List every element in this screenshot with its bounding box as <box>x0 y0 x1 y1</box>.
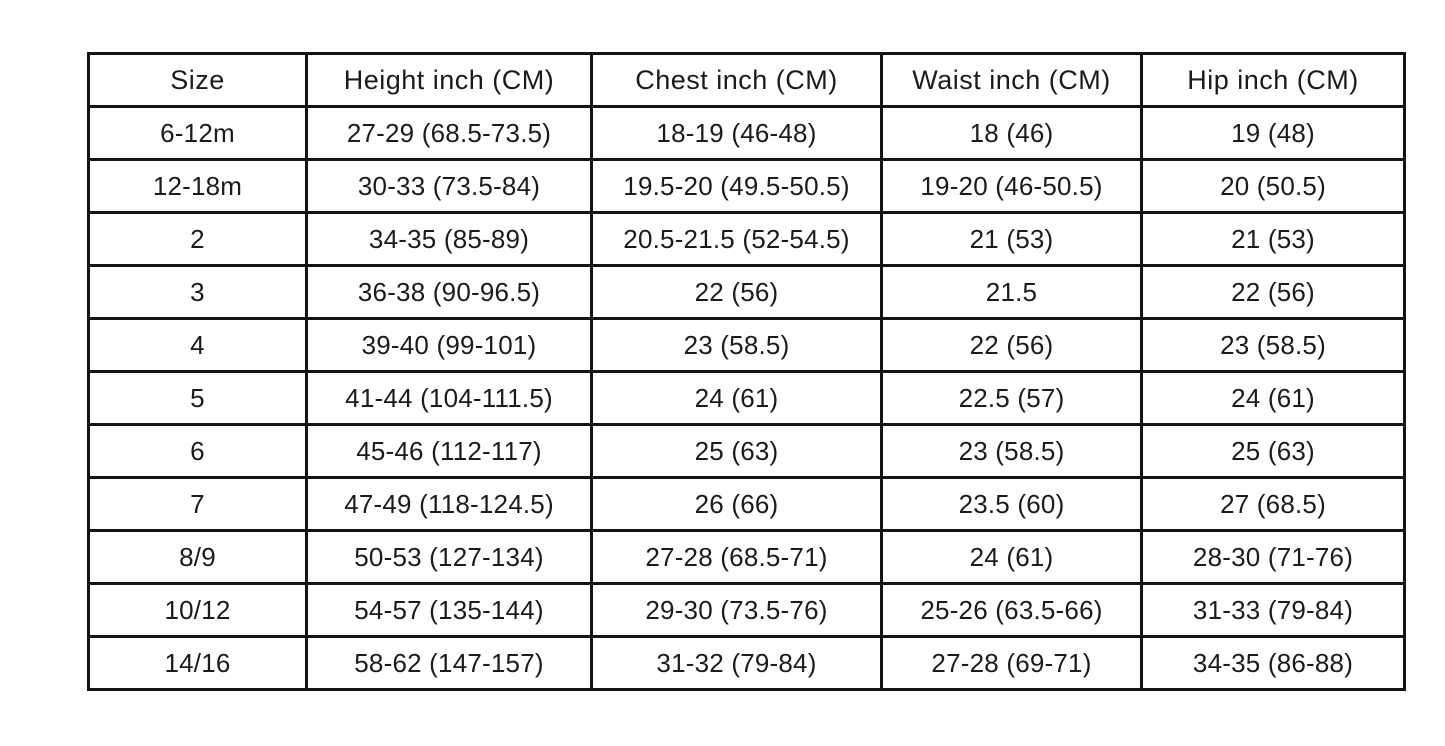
cell-chest: 29-30 (73.5-76) <box>590 582 883 638</box>
table-row: 10/12 54-57 (135-144) 29-30 (73.5-76) 25… <box>87 582 1406 638</box>
cell-waist: 27-28 (69-71) <box>880 635 1143 691</box>
cell-hip: 25 (63) <box>1140 423 1406 479</box>
cell-hip: 31-33 (79-84) <box>1140 582 1406 638</box>
cell-height: 50-53 (127-134) <box>305 529 593 585</box>
cell-size: 7 <box>87 476 308 532</box>
column-header-hip: Hip inch (CM) <box>1140 52 1406 108</box>
cell-chest: 20.5-21.5 (52-54.5) <box>590 211 883 267</box>
size-chart-table: Size Height inch (CM) Chest inch (CM) Wa… <box>87 52 1406 691</box>
cell-chest: 22 (56) <box>590 264 883 320</box>
cell-hip: 19 (48) <box>1140 105 1406 161</box>
cell-chest: 18-19 (46-48) <box>590 105 883 161</box>
cell-hip: 22 (56) <box>1140 264 1406 320</box>
cell-waist: 24 (61) <box>880 529 1143 585</box>
cell-size: 3 <box>87 264 308 320</box>
column-header-chest: Chest inch (CM) <box>590 52 883 108</box>
table-body: 6-12m 27-29 (68.5-73.5) 18-19 (46-48) 18… <box>87 105 1406 691</box>
cell-waist: 19-20 (46-50.5) <box>880 158 1143 214</box>
cell-height: 41-44 (104-111.5) <box>305 370 593 426</box>
cell-chest: 27-28 (68.5-71) <box>590 529 883 585</box>
cell-height: 30-33 (73.5-84) <box>305 158 593 214</box>
cell-chest: 31-32 (79-84) <box>590 635 883 691</box>
cell-chest: 24 (61) <box>590 370 883 426</box>
header-row: Size Height inch (CM) Chest inch (CM) Wa… <box>87 52 1406 108</box>
cell-waist: 25-26 (63.5-66) <box>880 582 1143 638</box>
table-row: 14/16 58-62 (147-157) 31-32 (79-84) 27-2… <box>87 635 1406 691</box>
cell-height: 39-40 (99-101) <box>305 317 593 373</box>
cell-height: 36-38 (90-96.5) <box>305 264 593 320</box>
cell-waist: 23.5 (60) <box>880 476 1143 532</box>
size-chart-container: Size Height inch (CM) Chest inch (CM) Wa… <box>87 52 1406 691</box>
cell-hip: 24 (61) <box>1140 370 1406 426</box>
cell-height: 47-49 (118-124.5) <box>305 476 593 532</box>
cell-size: 2 <box>87 211 308 267</box>
cell-height: 54-57 (135-144) <box>305 582 593 638</box>
cell-size: 6 <box>87 423 308 479</box>
cell-size: 14/16 <box>87 635 308 691</box>
cell-size: 4 <box>87 317 308 373</box>
cell-hip: 27 (68.5) <box>1140 476 1406 532</box>
cell-height: 27-29 (68.5-73.5) <box>305 105 593 161</box>
cell-size: 6-12m <box>87 105 308 161</box>
cell-size: 5 <box>87 370 308 426</box>
cell-size: 10/12 <box>87 582 308 638</box>
column-header-height: Height inch (CM) <box>305 52 593 108</box>
cell-height: 58-62 (147-157) <box>305 635 593 691</box>
table-row: 7 47-49 (118-124.5) 26 (66) 23.5 (60) 27… <box>87 476 1406 532</box>
cell-height: 45-46 (112-117) <box>305 423 593 479</box>
table-row: 4 39-40 (99-101) 23 (58.5) 22 (56) 23 (5… <box>87 317 1406 373</box>
cell-hip: 20 (50.5) <box>1140 158 1406 214</box>
cell-waist: 21 (53) <box>880 211 1143 267</box>
table-row: 8/9 50-53 (127-134) 27-28 (68.5-71) 24 (… <box>87 529 1406 585</box>
column-header-size: Size <box>87 52 308 108</box>
cell-height: 34-35 (85-89) <box>305 211 593 267</box>
table-row: 6-12m 27-29 (68.5-73.5) 18-19 (46-48) 18… <box>87 105 1406 161</box>
cell-chest: 23 (58.5) <box>590 317 883 373</box>
cell-hip: 23 (58.5) <box>1140 317 1406 373</box>
table-row: 3 36-38 (90-96.5) 22 (56) 21.5 22 (56) <box>87 264 1406 320</box>
cell-waist: 18 (46) <box>880 105 1143 161</box>
cell-waist: 21.5 <box>880 264 1143 320</box>
table-row: 6 45-46 (112-117) 25 (63) 23 (58.5) 25 (… <box>87 423 1406 479</box>
column-header-waist: Waist inch (CM) <box>880 52 1143 108</box>
table-row: 2 34-35 (85-89) 20.5-21.5 (52-54.5) 21 (… <box>87 211 1406 267</box>
cell-waist: 22 (56) <box>880 317 1143 373</box>
cell-hip: 34-35 (86-88) <box>1140 635 1406 691</box>
table-row: 5 41-44 (104-111.5) 24 (61) 22.5 (57) 24… <box>87 370 1406 426</box>
table-row: 12-18m 30-33 (73.5-84) 19.5-20 (49.5-50.… <box>87 158 1406 214</box>
cell-chest: 19.5-20 (49.5-50.5) <box>590 158 883 214</box>
cell-size: 8/9 <box>87 529 308 585</box>
cell-waist: 23 (58.5) <box>880 423 1143 479</box>
cell-chest: 25 (63) <box>590 423 883 479</box>
cell-size: 12-18m <box>87 158 308 214</box>
cell-chest: 26 (66) <box>590 476 883 532</box>
cell-hip: 28-30 (71-76) <box>1140 529 1406 585</box>
cell-waist: 22.5 (57) <box>880 370 1143 426</box>
cell-hip: 21 (53) <box>1140 211 1406 267</box>
